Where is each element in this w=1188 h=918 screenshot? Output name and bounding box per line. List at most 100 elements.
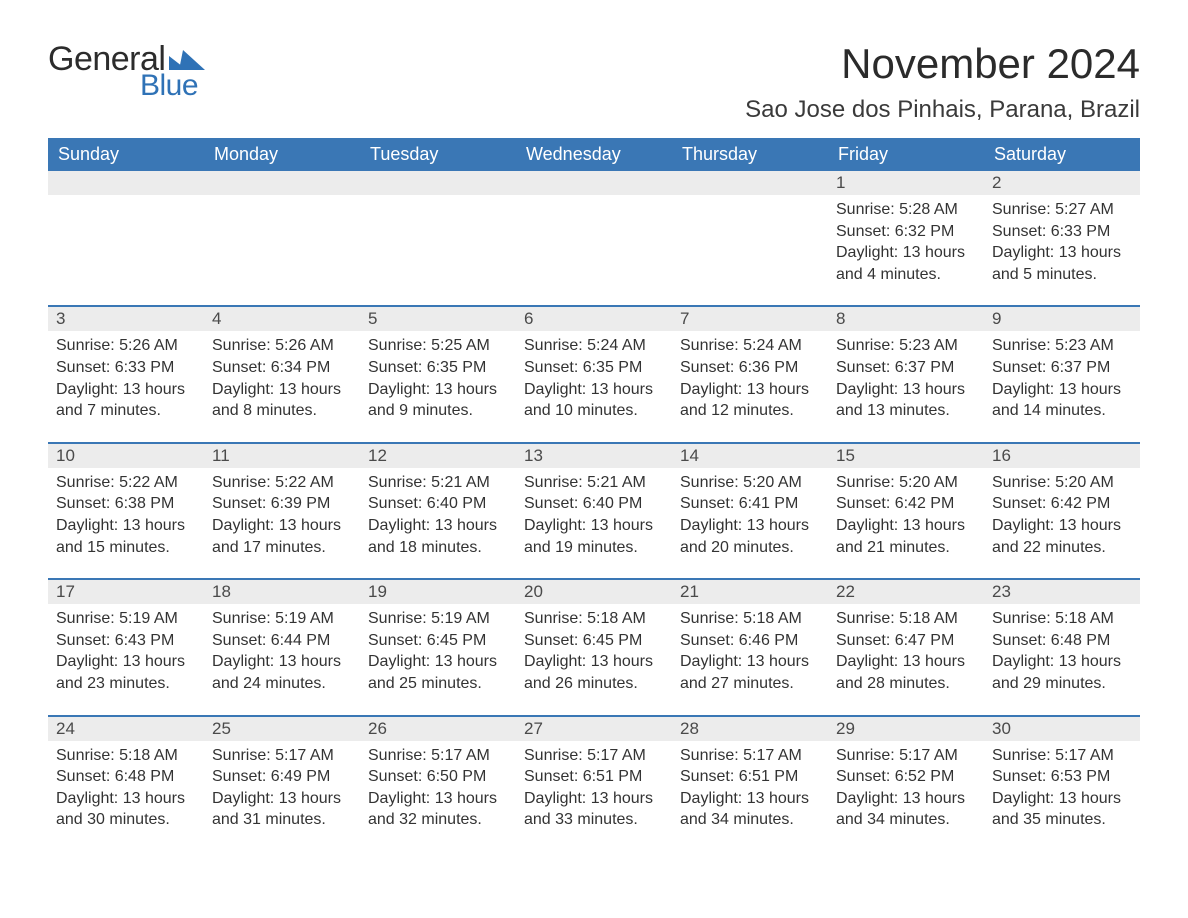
calendar-week: 10Sunrise: 5:22 AMSunset: 6:38 PMDayligh… xyxy=(48,443,1140,579)
calendar-cell xyxy=(516,171,672,306)
weekday-header: Wednesday xyxy=(516,138,672,171)
daylight-text: Daylight: 13 hours and 34 minutes. xyxy=(836,788,976,831)
title-block: November 2024 Sao Jose dos Pinhais, Para… xyxy=(745,40,1140,138)
calendar-cell: 27Sunrise: 5:17 AMSunset: 6:51 PMDayligh… xyxy=(516,716,672,851)
day-number: 28 xyxy=(672,717,828,741)
calendar-cell xyxy=(48,171,204,306)
day-number: 10 xyxy=(48,444,204,468)
weekday-header: Tuesday xyxy=(360,138,516,171)
sunrise-text: Sunrise: 5:17 AM xyxy=(524,745,664,767)
day-number: 8 xyxy=(828,307,984,331)
day-body: Sunrise: 5:18 AMSunset: 6:46 PMDaylight:… xyxy=(672,604,828,714)
daylight-text: Daylight: 13 hours and 32 minutes. xyxy=(368,788,508,831)
sunrise-text: Sunrise: 5:17 AM xyxy=(992,745,1132,767)
sunset-text: Sunset: 6:44 PM xyxy=(212,630,352,652)
sunrise-text: Sunrise: 5:28 AM xyxy=(836,199,976,221)
sunset-text: Sunset: 6:40 PM xyxy=(524,493,664,515)
calendar-cell xyxy=(672,171,828,306)
day-body: Sunrise: 5:20 AMSunset: 6:42 PMDaylight:… xyxy=(828,468,984,578)
daylight-text: Daylight: 13 hours and 15 minutes. xyxy=(56,515,196,558)
calendar-cell: 16Sunrise: 5:20 AMSunset: 6:42 PMDayligh… xyxy=(984,443,1140,579)
sunrise-text: Sunrise: 5:26 AM xyxy=(212,335,352,357)
page: General Blue November 2024 Sao Jose dos … xyxy=(0,0,1188,899)
sunset-text: Sunset: 6:43 PM xyxy=(56,630,196,652)
sunrise-text: Sunrise: 5:20 AM xyxy=(992,472,1132,494)
sunrise-text: Sunrise: 5:24 AM xyxy=(524,335,664,357)
sunset-text: Sunset: 6:52 PM xyxy=(836,766,976,788)
calendar-cell: 28Sunrise: 5:17 AMSunset: 6:51 PMDayligh… xyxy=(672,716,828,851)
day-body: Sunrise: 5:22 AMSunset: 6:38 PMDaylight:… xyxy=(48,468,204,578)
sunset-text: Sunset: 6:51 PM xyxy=(524,766,664,788)
day-number xyxy=(204,171,360,195)
day-number: 17 xyxy=(48,580,204,604)
daylight-text: Daylight: 13 hours and 20 minutes. xyxy=(680,515,820,558)
sunrise-text: Sunrise: 5:20 AM xyxy=(680,472,820,494)
day-number: 13 xyxy=(516,444,672,468)
calendar-cell: 12Sunrise: 5:21 AMSunset: 6:40 PMDayligh… xyxy=(360,443,516,579)
calendar-body: 1Sunrise: 5:28 AMSunset: 6:32 PMDaylight… xyxy=(48,171,1140,851)
sunset-text: Sunset: 6:35 PM xyxy=(524,357,664,379)
day-number: 27 xyxy=(516,717,672,741)
daylight-text: Daylight: 13 hours and 9 minutes. xyxy=(368,379,508,422)
sunset-text: Sunset: 6:47 PM xyxy=(836,630,976,652)
day-body xyxy=(516,195,672,219)
day-number: 16 xyxy=(984,444,1140,468)
sunset-text: Sunset: 6:41 PM xyxy=(680,493,820,515)
sunset-text: Sunset: 6:32 PM xyxy=(836,221,976,243)
sunrise-text: Sunrise: 5:18 AM xyxy=(836,608,976,630)
calendar-week: 24Sunrise: 5:18 AMSunset: 6:48 PMDayligh… xyxy=(48,716,1140,851)
calendar-cell: 11Sunrise: 5:22 AMSunset: 6:39 PMDayligh… xyxy=(204,443,360,579)
sunset-text: Sunset: 6:34 PM xyxy=(212,357,352,379)
calendar-cell: 17Sunrise: 5:19 AMSunset: 6:43 PMDayligh… xyxy=(48,579,204,715)
day-body: Sunrise: 5:17 AMSunset: 6:51 PMDaylight:… xyxy=(672,741,828,851)
sunset-text: Sunset: 6:36 PM xyxy=(680,357,820,379)
day-body: Sunrise: 5:24 AMSunset: 6:36 PMDaylight:… xyxy=(672,331,828,441)
calendar-week: 3Sunrise: 5:26 AMSunset: 6:33 PMDaylight… xyxy=(48,306,1140,442)
weekday-header: Saturday xyxy=(984,138,1140,171)
daylight-text: Daylight: 13 hours and 29 minutes. xyxy=(992,651,1132,694)
day-body: Sunrise: 5:17 AMSunset: 6:52 PMDaylight:… xyxy=(828,741,984,851)
sunrise-text: Sunrise: 5:22 AM xyxy=(56,472,196,494)
day-number: 24 xyxy=(48,717,204,741)
calendar-cell: 3Sunrise: 5:26 AMSunset: 6:33 PMDaylight… xyxy=(48,306,204,442)
daylight-text: Daylight: 13 hours and 4 minutes. xyxy=(836,242,976,285)
sunset-text: Sunset: 6:42 PM xyxy=(836,493,976,515)
day-number: 11 xyxy=(204,444,360,468)
calendar-cell: 4Sunrise: 5:26 AMSunset: 6:34 PMDaylight… xyxy=(204,306,360,442)
location-subtitle: Sao Jose dos Pinhais, Parana, Brazil xyxy=(745,96,1140,124)
daylight-text: Daylight: 13 hours and 14 minutes. xyxy=(992,379,1132,422)
day-body: Sunrise: 5:27 AMSunset: 6:33 PMDaylight:… xyxy=(984,195,1140,305)
sunset-text: Sunset: 6:37 PM xyxy=(836,357,976,379)
day-body: Sunrise: 5:28 AMSunset: 6:32 PMDaylight:… xyxy=(828,195,984,305)
daylight-text: Daylight: 13 hours and 35 minutes. xyxy=(992,788,1132,831)
sunset-text: Sunset: 6:45 PM xyxy=(524,630,664,652)
day-number: 5 xyxy=(360,307,516,331)
day-number xyxy=(672,171,828,195)
calendar-cell: 25Sunrise: 5:17 AMSunset: 6:49 PMDayligh… xyxy=(204,716,360,851)
sunset-text: Sunset: 6:53 PM xyxy=(992,766,1132,788)
day-number xyxy=(360,171,516,195)
day-body xyxy=(672,195,828,219)
calendar-cell: 15Sunrise: 5:20 AMSunset: 6:42 PMDayligh… xyxy=(828,443,984,579)
calendar-cell: 18Sunrise: 5:19 AMSunset: 6:44 PMDayligh… xyxy=(204,579,360,715)
day-body: Sunrise: 5:20 AMSunset: 6:42 PMDaylight:… xyxy=(984,468,1140,578)
calendar-cell: 6Sunrise: 5:24 AMSunset: 6:35 PMDaylight… xyxy=(516,306,672,442)
day-body: Sunrise: 5:18 AMSunset: 6:48 PMDaylight:… xyxy=(48,741,204,851)
sunrise-text: Sunrise: 5:25 AM xyxy=(368,335,508,357)
daylight-text: Daylight: 13 hours and 22 minutes. xyxy=(992,515,1132,558)
daylight-text: Daylight: 13 hours and 12 minutes. xyxy=(680,379,820,422)
daylight-text: Daylight: 13 hours and 25 minutes. xyxy=(368,651,508,694)
day-number: 4 xyxy=(204,307,360,331)
calendar-cell: 1Sunrise: 5:28 AMSunset: 6:32 PMDaylight… xyxy=(828,171,984,306)
day-body: Sunrise: 5:22 AMSunset: 6:39 PMDaylight:… xyxy=(204,468,360,578)
sunset-text: Sunset: 6:39 PM xyxy=(212,493,352,515)
sunset-text: Sunset: 6:35 PM xyxy=(368,357,508,379)
sunset-text: Sunset: 6:46 PM xyxy=(680,630,820,652)
day-body xyxy=(204,195,360,219)
daylight-text: Daylight: 13 hours and 23 minutes. xyxy=(56,651,196,694)
daylight-text: Daylight: 13 hours and 26 minutes. xyxy=(524,651,664,694)
sunrise-text: Sunrise: 5:19 AM xyxy=(368,608,508,630)
calendar-cell: 23Sunrise: 5:18 AMSunset: 6:48 PMDayligh… xyxy=(984,579,1140,715)
month-title: November 2024 xyxy=(745,40,1140,88)
day-number: 19 xyxy=(360,580,516,604)
